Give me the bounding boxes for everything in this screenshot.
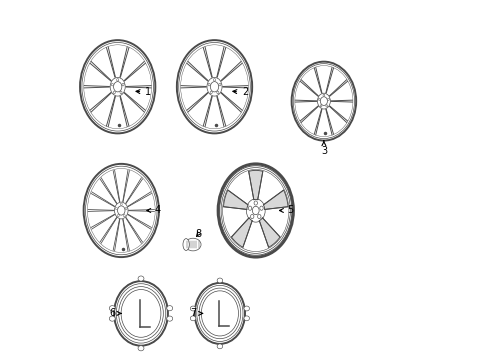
Ellipse shape — [207, 77, 222, 96]
Text: 4: 4 — [147, 206, 160, 216]
Text: 7: 7 — [190, 309, 202, 318]
Ellipse shape — [217, 91, 219, 94]
Ellipse shape — [116, 207, 118, 210]
Ellipse shape — [318, 98, 320, 100]
Text: 3: 3 — [321, 141, 327, 156]
Ellipse shape — [117, 78, 119, 81]
Ellipse shape — [138, 346, 144, 351]
Ellipse shape — [167, 316, 172, 321]
Ellipse shape — [115, 202, 128, 219]
Ellipse shape — [123, 215, 125, 217]
Ellipse shape — [252, 206, 259, 215]
Ellipse shape — [326, 105, 328, 107]
Ellipse shape — [125, 207, 127, 210]
Ellipse shape — [190, 316, 196, 321]
Ellipse shape — [320, 105, 322, 107]
Ellipse shape — [167, 306, 172, 311]
Ellipse shape — [244, 316, 249, 321]
Ellipse shape — [113, 91, 116, 94]
Ellipse shape — [122, 83, 124, 86]
Ellipse shape — [208, 83, 210, 86]
Ellipse shape — [217, 344, 222, 349]
Ellipse shape — [185, 238, 201, 251]
Ellipse shape — [248, 206, 252, 210]
Text: 1: 1 — [136, 87, 151, 97]
Ellipse shape — [246, 199, 265, 222]
Ellipse shape — [183, 239, 189, 251]
Polygon shape — [223, 190, 248, 210]
Ellipse shape — [110, 77, 125, 96]
Ellipse shape — [323, 94, 325, 96]
Polygon shape — [249, 170, 263, 200]
Ellipse shape — [210, 91, 212, 94]
Polygon shape — [231, 218, 252, 247]
Polygon shape — [259, 218, 280, 247]
Text: 2: 2 — [233, 87, 248, 97]
Ellipse shape — [109, 306, 115, 311]
Polygon shape — [264, 190, 288, 210]
Ellipse shape — [250, 215, 254, 219]
Text: 8: 8 — [196, 229, 201, 239]
Text: 6: 6 — [109, 309, 121, 318]
Ellipse shape — [214, 78, 216, 81]
Ellipse shape — [260, 206, 263, 210]
Ellipse shape — [219, 83, 221, 86]
Ellipse shape — [117, 215, 119, 217]
Ellipse shape — [244, 306, 249, 311]
Ellipse shape — [138, 276, 144, 281]
Ellipse shape — [120, 91, 122, 94]
Ellipse shape — [328, 98, 329, 100]
Ellipse shape — [190, 306, 196, 311]
Ellipse shape — [318, 93, 330, 109]
Text: 5: 5 — [279, 206, 293, 216]
Ellipse shape — [254, 201, 257, 205]
Ellipse shape — [121, 203, 122, 205]
Ellipse shape — [109, 316, 115, 321]
Ellipse shape — [111, 83, 113, 86]
Ellipse shape — [217, 278, 222, 283]
Ellipse shape — [258, 215, 261, 219]
